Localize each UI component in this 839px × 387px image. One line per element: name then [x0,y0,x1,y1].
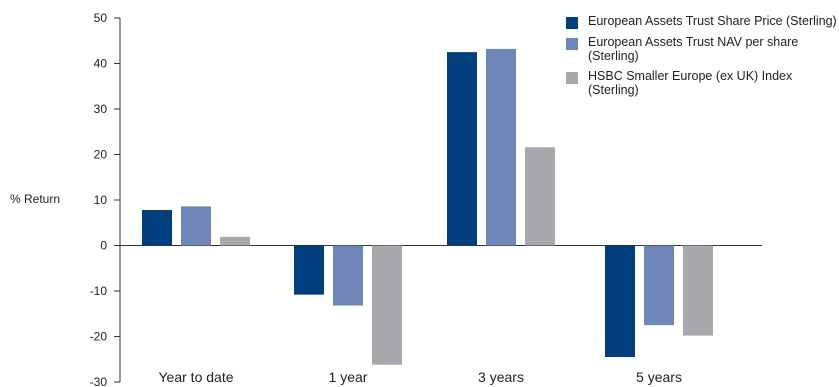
legend-item-nav: European Assets Trust NAV per share (Ste… [566,35,838,63]
bar [605,245,635,357]
bars-layer [142,48,713,365]
legend-swatch-index [566,72,578,84]
bar [644,245,674,326]
y-tick-label: 10 [94,193,108,207]
y-tick-label: 50 [94,11,108,25]
legend-item-index: HSBC Smaller Europe (ex UK) Index (Sterl… [566,69,838,97]
bar [181,206,211,246]
bar [486,48,516,246]
y-tick-label: -10 [90,284,108,298]
y-tick-label: 0 [100,239,107,253]
legend-label-share-price: European Assets Trust Share Price (Sterl… [588,14,837,28]
category-label: 3 years [478,369,524,385]
bar [142,210,172,246]
legend-swatch-share-price [566,17,578,29]
legend-label-nav: European Assets Trust NAV per share (Ste… [588,35,799,63]
bar [220,236,250,246]
legend: European Assets Trust Share Price (Sterl… [566,14,838,103]
y-tick-label: -20 [90,330,108,344]
y-tick-label: 20 [94,148,108,162]
category-label: 1 year [329,369,368,385]
bar [294,245,324,295]
category-label: 5 years [636,369,682,385]
y-tick-label: 40 [94,57,108,71]
y-tick-label: -30 [90,375,108,387]
legend-swatch-nav [566,38,578,50]
y-axis-label: % Return [10,192,61,206]
bar [372,245,402,365]
bar [683,245,713,336]
y-tick-label: 30 [94,102,108,116]
labels-layer: 50 40 30 20 10 0 -10 -20 -30 Year to date 1 year 3 … [90,11,682,387]
legend-item-share-price: European Assets Trust Share Price (Sterl… [566,14,838,29]
legend-label-index: HSBC Smaller Europe (ex UK) Index (Sterl… [588,69,793,97]
bar [525,147,555,246]
category-label: Year to date [159,369,234,385]
bar [447,52,477,246]
bar [333,245,363,306]
